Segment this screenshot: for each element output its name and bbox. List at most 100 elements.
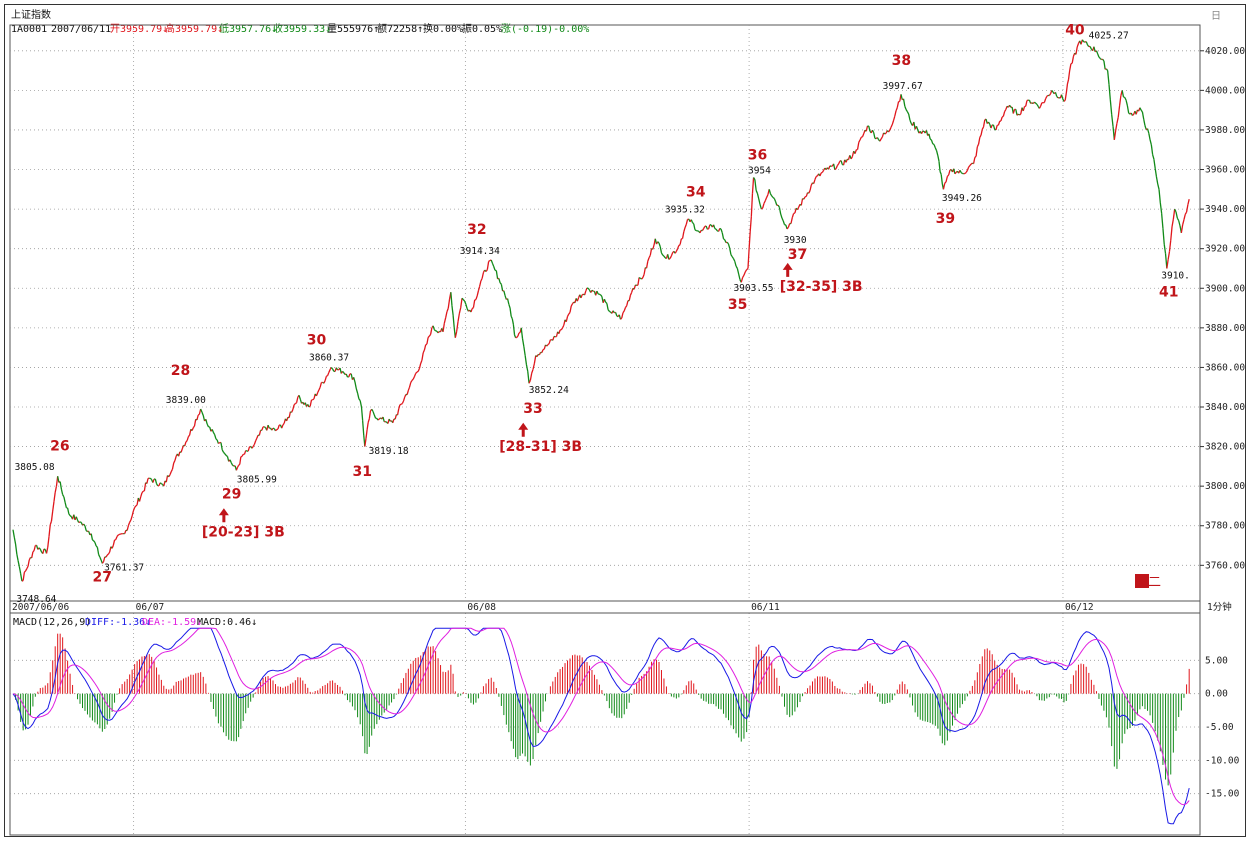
price-segment — [678, 246, 679, 249]
price-segment — [1055, 92, 1056, 96]
price-segment — [471, 309, 472, 312]
price-segment — [39, 548, 40, 549]
price-segment — [487, 261, 488, 269]
price-segment — [444, 318, 445, 323]
price-segment — [424, 345, 425, 350]
price-segment — [1103, 59, 1104, 61]
price-segment — [170, 472, 171, 475]
price-segment — [206, 419, 207, 424]
price-segment — [320, 383, 321, 388]
price-segment — [774, 198, 775, 201]
price-segment — [252, 447, 253, 449]
price-segment — [692, 223, 693, 224]
price-segment — [70, 516, 71, 517]
price-segment — [679, 245, 680, 246]
price-segment — [737, 268, 738, 274]
price-segment — [65, 502, 66, 507]
price-segment — [996, 125, 997, 130]
macd-y-axis: 5.000.00-5.00-10.00-15.00 — [1205, 655, 1240, 799]
price-segment — [326, 376, 327, 377]
price-segment — [549, 340, 550, 344]
price-segment — [938, 156, 939, 162]
price-segment — [634, 285, 635, 289]
price-segment — [361, 407, 362, 420]
price-segment — [289, 412, 290, 418]
price-segment — [201, 409, 202, 412]
price-segment — [668, 254, 669, 259]
price-segment — [476, 296, 477, 300]
macd-tick-label: -5.00 — [1205, 722, 1234, 733]
macd-legend-dea: DEA:-1.59↓ — [142, 617, 202, 628]
time-label: 06/11 — [751, 602, 780, 613]
price-segment — [398, 409, 399, 415]
price-segment — [1046, 96, 1047, 99]
price-segment — [530, 373, 531, 380]
price-segment — [553, 336, 554, 340]
y-tick-label: 3880.00 — [1205, 323, 1245, 334]
price-segment — [1132, 114, 1133, 115]
price-segment — [510, 308, 511, 316]
price-segment — [669, 258, 670, 259]
price-segment — [508, 299, 509, 305]
price-segment — [616, 312, 617, 316]
wave-label: 33 — [523, 401, 542, 417]
price-segment — [1064, 100, 1065, 101]
price-segment — [238, 465, 239, 467]
price-label: 3805.08 — [15, 462, 55, 473]
price-segment — [770, 194, 771, 196]
price-segment — [1187, 205, 1188, 212]
price-label: 3852.24 — [529, 385, 569, 396]
price-segment — [1151, 145, 1152, 155]
wave-label: 37 — [788, 247, 807, 263]
price-segment — [480, 281, 481, 286]
price-segment — [100, 557, 101, 560]
price-segment — [404, 397, 405, 401]
price-segment — [1010, 105, 1011, 107]
price-segment — [961, 173, 962, 174]
price-segment — [268, 425, 269, 428]
price-segment — [608, 310, 609, 312]
wave-label: 34 — [686, 184, 706, 200]
price-segment — [921, 131, 922, 133]
price-segment — [16, 544, 17, 554]
price-segment — [745, 270, 746, 272]
price-segment — [108, 552, 109, 554]
price-segment — [1154, 159, 1155, 168]
price-segment — [752, 177, 753, 193]
price-segment — [532, 369, 533, 373]
price-segment — [282, 425, 283, 428]
price-segment — [256, 438, 257, 441]
price-segment — [855, 150, 856, 154]
y-tick-label: 3860.00 — [1205, 362, 1245, 373]
price-segment — [939, 161, 940, 171]
price-segment — [293, 405, 294, 410]
price-segment — [295, 403, 296, 404]
price-segment — [477, 291, 478, 296]
price-segment — [1179, 221, 1180, 226]
price-segment — [977, 144, 978, 147]
price-segment — [130, 520, 131, 522]
price-segment — [683, 232, 684, 239]
price-segment — [566, 316, 567, 321]
price-segment — [1125, 97, 1126, 100]
price-segment — [104, 557, 105, 562]
price-segment — [916, 126, 917, 130]
price-segment — [892, 120, 893, 124]
y-tick-label: 3920.00 — [1205, 244, 1245, 255]
y-tick-label: 3760.00 — [1205, 560, 1245, 571]
high-value: 高3959.79↓ — [165, 22, 223, 35]
price-segment — [275, 430, 276, 431]
price-segment — [23, 572, 24, 580]
price-segment — [368, 419, 369, 423]
price-segment — [132, 511, 133, 516]
price-segment — [433, 326, 434, 330]
price-segment — [399, 405, 400, 409]
price-segment — [735, 261, 736, 266]
price-segment — [647, 261, 648, 268]
price-segment — [1158, 184, 1159, 189]
price-segment — [523, 339, 524, 347]
price-segment — [166, 475, 167, 482]
price-segment — [452, 306, 453, 315]
price-segment — [515, 335, 516, 338]
price-segment — [1016, 109, 1017, 115]
